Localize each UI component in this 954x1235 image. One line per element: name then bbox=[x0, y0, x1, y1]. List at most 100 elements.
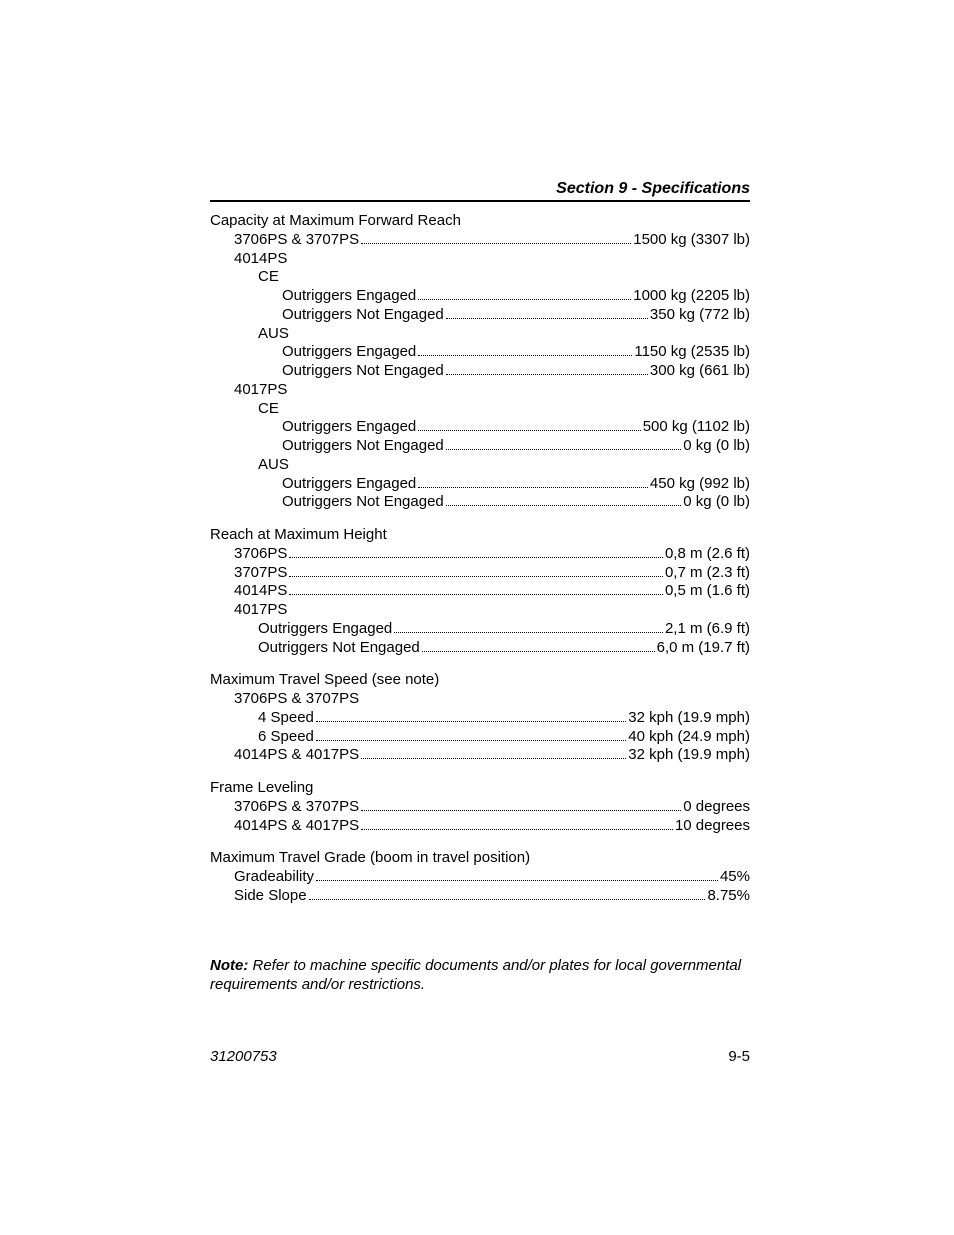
page-content: Section 9 - Specifications Capacity at M… bbox=[210, 180, 750, 995]
spec-label: 4014PS & 4017PS bbox=[234, 746, 359, 765]
spec-data-row: 3706PS & 3707PS 0 degrees bbox=[210, 798, 750, 817]
leader-dots bbox=[418, 299, 631, 300]
spec-label: Outriggers Engaged bbox=[282, 343, 416, 362]
spec-label: Capacity at Maximum Forward Reach bbox=[210, 212, 461, 231]
leader-dots bbox=[446, 374, 648, 375]
spec-data-row: Outriggers Not Engaged 6,0 m (19.7 ft) bbox=[210, 639, 750, 658]
spec-label: Side Slope bbox=[234, 887, 307, 906]
spec-data-row: Outriggers Not Engaged 300 kg (661 lb) bbox=[210, 362, 750, 381]
spec-data-row: 4014PS & 4017PS 32 kph (19.9 mph) bbox=[210, 746, 750, 765]
leader-dots bbox=[289, 594, 663, 595]
spec-value: 32 kph (19.9 mph) bbox=[628, 709, 750, 728]
note-block: Note: Refer to machine specific document… bbox=[210, 956, 750, 995]
spec-label: Outriggers Engaged bbox=[258, 620, 392, 639]
footer-doc-number: 31200753 bbox=[210, 1048, 277, 1065]
spec-label-row: Frame Leveling bbox=[210, 779, 750, 798]
spec-data-row: 4014PS 0,5 m (1.6 ft) bbox=[210, 582, 750, 601]
leader-dots bbox=[418, 355, 632, 356]
spec-label: Frame Leveling bbox=[210, 779, 313, 798]
spec-list: Capacity at Maximum Forward Reach3706PS … bbox=[210, 212, 750, 906]
leader-dots bbox=[316, 740, 626, 741]
spec-label: 4014PS bbox=[234, 582, 287, 601]
spec-data-row: Outriggers Engaged 1150 kg (2535 lb) bbox=[210, 343, 750, 362]
leader-dots bbox=[446, 505, 682, 506]
spec-label-row: 4017PS bbox=[210, 601, 750, 620]
footer-page-number: 9-5 bbox=[728, 1048, 750, 1065]
spec-value: 1000 kg (2205 lb) bbox=[633, 287, 750, 306]
spec-label: 4017PS bbox=[234, 601, 287, 620]
spec-value: 0 degrees bbox=[683, 798, 750, 817]
spec-label: 4014PS bbox=[234, 250, 287, 269]
spec-value: 2,1 m (6.9 ft) bbox=[665, 620, 750, 639]
spec-value: 500 kg (1102 lb) bbox=[643, 418, 750, 437]
spec-label: Gradeability bbox=[234, 868, 314, 887]
spec-label: Outriggers Not Engaged bbox=[282, 493, 444, 512]
spec-label-row: Maximum Travel Grade (boom in travel pos… bbox=[210, 849, 750, 868]
leader-dots bbox=[316, 721, 626, 722]
spec-value: 8.75% bbox=[707, 887, 750, 906]
spec-label: 4 Speed bbox=[258, 709, 314, 728]
spec-label: 3706PS bbox=[234, 545, 287, 564]
spec-label: CE bbox=[258, 400, 279, 419]
spec-label-row: AUS bbox=[210, 456, 750, 475]
spec-data-row: Outriggers Engaged450 kg (992 lb) bbox=[210, 475, 750, 494]
spec-data-row: Outriggers Engaged 500 kg (1102 lb) bbox=[210, 418, 750, 437]
spec-data-row: 3706PS 0,8 m (2.6 ft) bbox=[210, 545, 750, 564]
spec-value: 0 kg (0 lb) bbox=[683, 493, 750, 512]
spec-label: CE bbox=[258, 268, 279, 287]
spec-label-row: Reach at Maximum Height bbox=[210, 526, 750, 545]
spec-value: 45% bbox=[720, 868, 750, 887]
leader-dots bbox=[289, 576, 663, 577]
spec-label: 3706PS & 3707PS bbox=[234, 690, 359, 709]
spec-label: 4014PS & 4017PS bbox=[234, 817, 359, 836]
note-body: Refer to machine specific documents and/… bbox=[210, 957, 741, 994]
spec-value: 1150 kg (2535 lb) bbox=[634, 343, 750, 362]
spec-label-row: CE bbox=[210, 268, 750, 287]
spec-label: Outriggers Not Engaged bbox=[258, 639, 420, 658]
spec-label-row: 3706PS & 3707PS bbox=[210, 690, 750, 709]
spec-data-row: 3706PS & 3707PS1500 kg (3307 lb) bbox=[210, 231, 750, 250]
spacer bbox=[210, 512, 750, 526]
spec-label-row: Capacity at Maximum Forward Reach bbox=[210, 212, 750, 231]
spacer bbox=[210, 765, 750, 779]
spec-label: 4017PS bbox=[234, 381, 287, 400]
spec-data-row: Side Slope 8.75% bbox=[210, 887, 750, 906]
leader-dots bbox=[446, 449, 682, 450]
spec-label: Outriggers Not Engaged bbox=[282, 362, 444, 381]
spec-value: 0,5 m (1.6 ft) bbox=[665, 582, 750, 601]
spec-value: 0,8 m (2.6 ft) bbox=[665, 545, 750, 564]
spec-label-row: 4014PS bbox=[210, 250, 750, 269]
spec-value: 0,7 m (2.3 ft) bbox=[665, 564, 750, 583]
spec-label: Outriggers Engaged bbox=[282, 418, 416, 437]
spacer bbox=[210, 657, 750, 671]
spec-data-row: Outriggers Not Engaged350 kg (772 lb) bbox=[210, 306, 750, 325]
spec-label: 3707PS bbox=[234, 564, 287, 583]
spec-data-row: 3707PS 0,7 m (2.3 ft) bbox=[210, 564, 750, 583]
spec-label: AUS bbox=[258, 456, 289, 475]
leader-dots bbox=[361, 758, 626, 759]
spec-label: Outriggers Not Engaged bbox=[282, 437, 444, 456]
spec-value: 6,0 m (19.7 ft) bbox=[657, 639, 750, 658]
spec-data-row: 4014PS & 4017PS 10 degrees bbox=[210, 817, 750, 836]
spec-data-row: Outriggers Engaged1000 kg (2205 lb) bbox=[210, 287, 750, 306]
leader-dots bbox=[361, 829, 673, 830]
spec-label-row: CE bbox=[210, 400, 750, 419]
leader-dots bbox=[316, 880, 718, 881]
leader-dots bbox=[418, 487, 648, 488]
spec-label: Maximum Travel Grade (boom in travel pos… bbox=[210, 849, 530, 868]
leader-dots bbox=[446, 318, 648, 319]
spec-label-row: AUS bbox=[210, 325, 750, 344]
leader-dots bbox=[418, 430, 640, 431]
spec-label: 6 Speed bbox=[258, 728, 314, 747]
spec-label: 3706PS & 3707PS bbox=[234, 798, 359, 817]
spec-data-row: Outriggers Not Engaged 0 kg (0 lb) bbox=[210, 493, 750, 512]
spec-value: 10 degrees bbox=[675, 817, 750, 836]
leader-dots bbox=[394, 632, 663, 633]
leader-dots bbox=[361, 243, 631, 244]
spec-label-row: 4017PS bbox=[210, 381, 750, 400]
section-header: Section 9 - Specifications bbox=[210, 180, 750, 202]
spec-value: 300 kg (661 lb) bbox=[650, 362, 750, 381]
spec-value: 32 kph (19.9 mph) bbox=[628, 746, 750, 765]
spec-data-row: Outriggers Not Engaged0 kg (0 lb) bbox=[210, 437, 750, 456]
spec-value: 450 kg (992 lb) bbox=[650, 475, 750, 494]
